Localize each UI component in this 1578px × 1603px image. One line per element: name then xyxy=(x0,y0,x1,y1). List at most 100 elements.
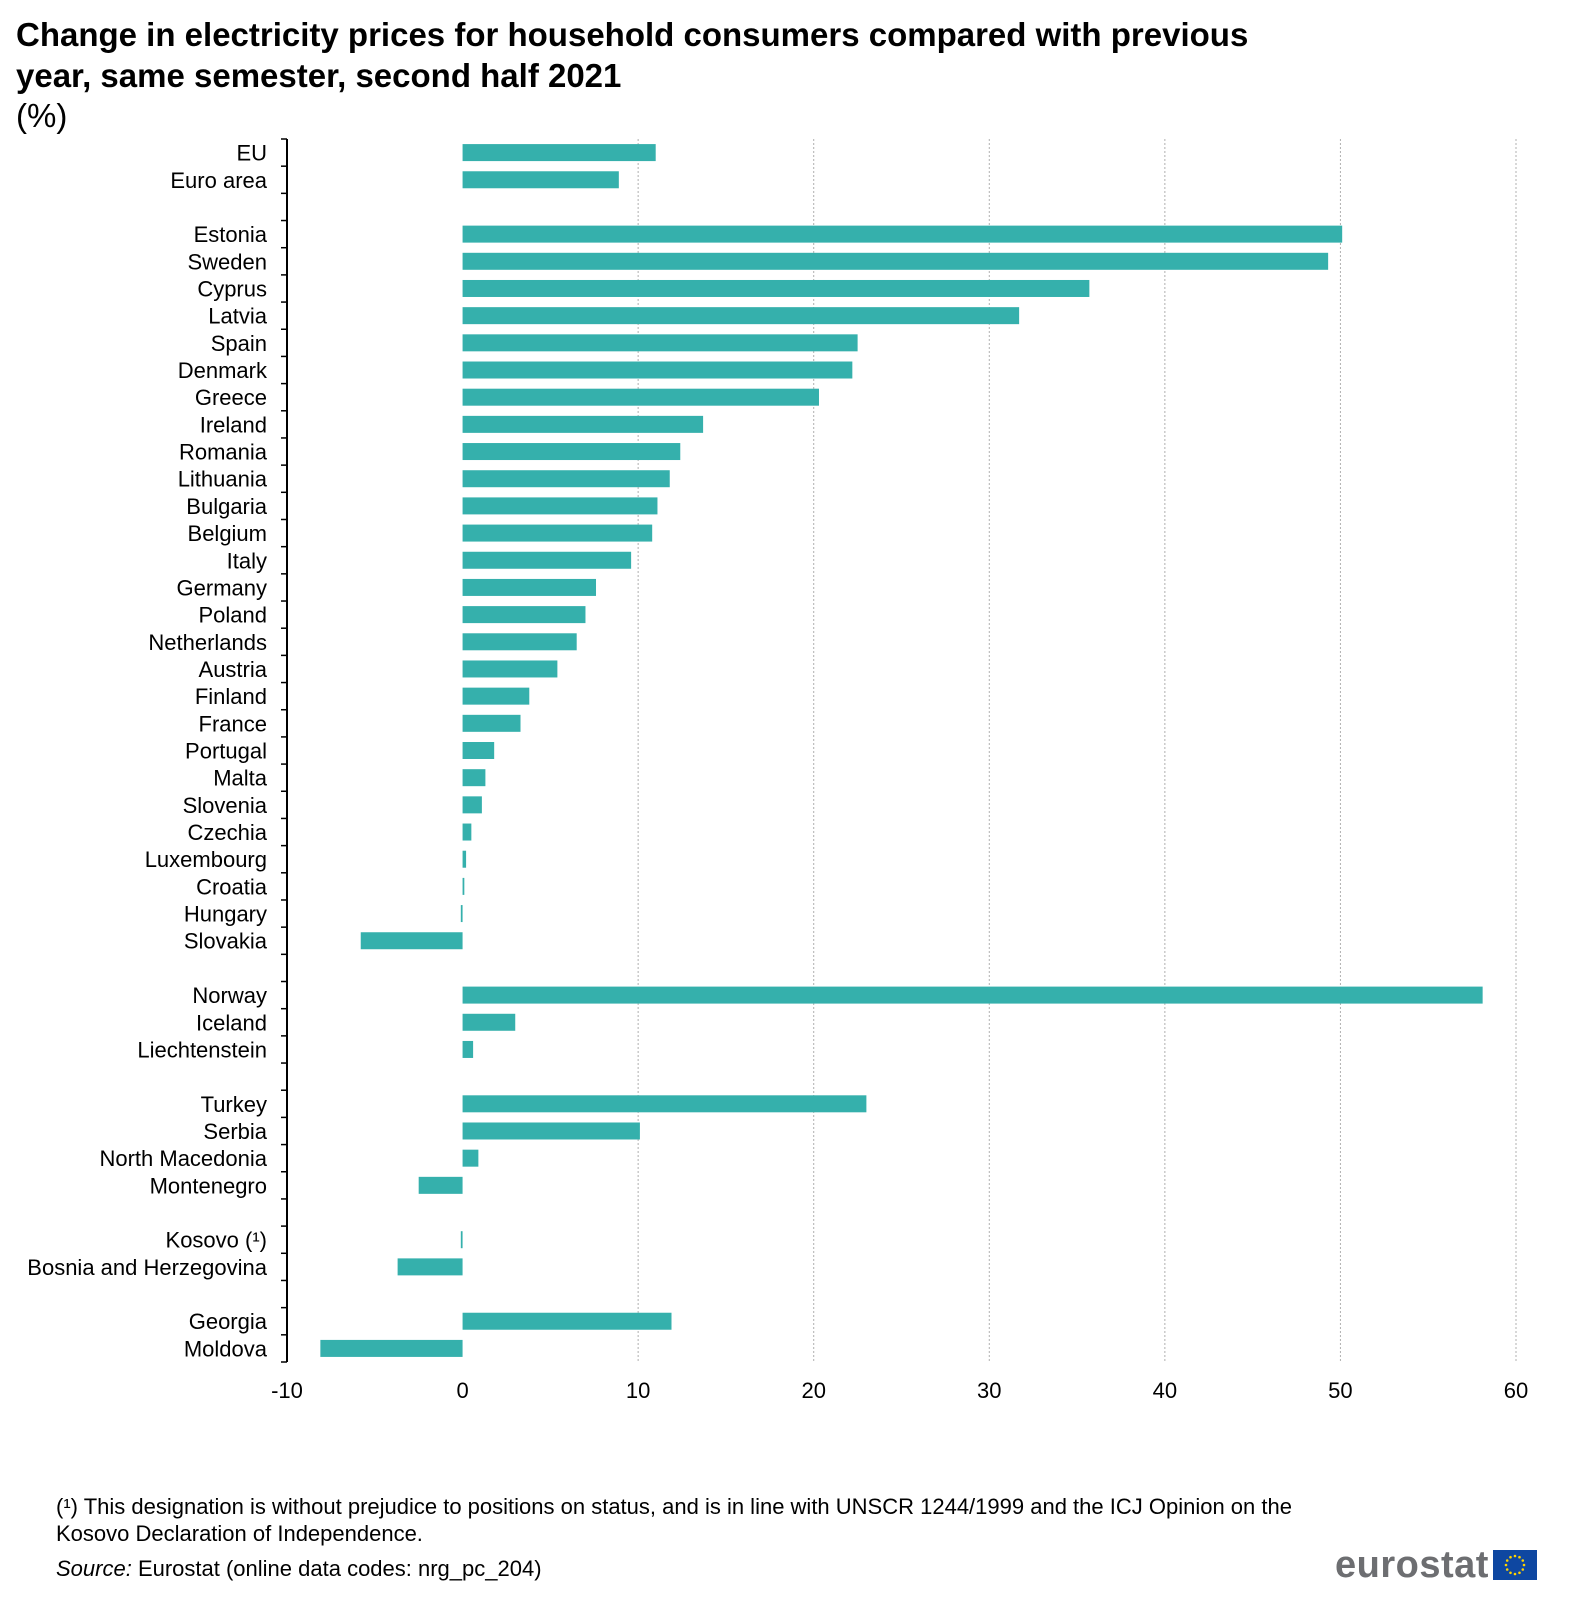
bar xyxy=(462,171,619,189)
bar xyxy=(462,714,521,732)
bar xyxy=(462,606,586,624)
category-label: Iceland xyxy=(196,1010,267,1035)
category-label: Georgia xyxy=(189,1309,268,1334)
category-label: Cyprus xyxy=(197,276,267,301)
category-label: Slovenia xyxy=(183,793,268,818)
category-label: Luxembourg xyxy=(145,847,267,872)
bar xyxy=(462,660,558,678)
bar xyxy=(462,252,1329,270)
bar xyxy=(462,986,1483,1004)
axes xyxy=(281,138,288,1363)
category-label: Finland xyxy=(195,684,267,709)
category-label: Latvia xyxy=(208,304,267,329)
flag-star xyxy=(1521,1568,1525,1571)
bar xyxy=(462,850,467,868)
bar xyxy=(462,551,632,569)
bar xyxy=(320,1339,463,1357)
x-tick-label: 10 xyxy=(626,1378,650,1403)
bar xyxy=(462,470,670,488)
bar xyxy=(462,388,819,406)
bar xyxy=(462,1122,640,1140)
flag-star xyxy=(1521,1559,1525,1562)
bar xyxy=(462,633,577,651)
category-label: EU xyxy=(236,141,267,166)
x-tick-label: 60 xyxy=(1504,1378,1528,1403)
category-label: North Macedonia xyxy=(99,1146,267,1171)
flag-star xyxy=(1518,1571,1521,1575)
category-label: Estonia xyxy=(194,222,268,247)
eu-flag-icon xyxy=(1492,1550,1537,1580)
category-label: Denmark xyxy=(178,358,268,383)
category-label: Belgium xyxy=(188,521,267,546)
category-label: Sweden xyxy=(187,249,267,274)
footnote: (¹) This designation is without prejudic… xyxy=(56,1494,1292,1546)
bar xyxy=(462,497,658,515)
flag-star xyxy=(1505,1559,1509,1562)
bar xyxy=(360,932,463,950)
category-label: Croatia xyxy=(196,874,268,899)
bar xyxy=(460,1231,463,1249)
category-label: Ireland xyxy=(200,412,267,437)
category-label: Lithuania xyxy=(178,467,268,492)
category-label: Germany xyxy=(177,575,267,600)
flag-star xyxy=(1522,1563,1526,1567)
bar xyxy=(462,823,472,841)
category-label: Norway xyxy=(192,983,267,1008)
bar xyxy=(462,769,486,787)
bar xyxy=(462,307,1020,325)
flag-star xyxy=(1513,1572,1517,1576)
bar xyxy=(462,415,704,433)
source-label: Source: xyxy=(56,1556,132,1581)
bar xyxy=(462,279,1090,297)
x-tick-label: -10 xyxy=(271,1378,303,1403)
bar xyxy=(397,1258,463,1276)
category-label: Serbia xyxy=(203,1119,267,1144)
bar xyxy=(462,1040,474,1058)
chart-title: Change in electricity prices for househo… xyxy=(16,16,1249,94)
flag-star xyxy=(1504,1563,1508,1567)
bar xyxy=(462,1013,516,1031)
category-label: Greece xyxy=(195,385,267,410)
x-tick-label: 20 xyxy=(801,1378,825,1403)
category-label: Euro area xyxy=(170,168,267,193)
category-label: Montenegro xyxy=(150,1173,267,1198)
category-label: Poland xyxy=(198,603,267,628)
bar xyxy=(462,877,465,895)
x-tick-label: 0 xyxy=(456,1378,468,1403)
chart-unit: (%) xyxy=(16,97,68,134)
x-tick-label: 50 xyxy=(1328,1378,1352,1403)
bar xyxy=(462,1149,479,1167)
category-label: Malta xyxy=(213,766,268,791)
bar xyxy=(418,1176,463,1194)
bar xyxy=(462,361,853,379)
category-label: Spain xyxy=(211,331,267,356)
category-label: Kosovo (¹) xyxy=(166,1228,267,1253)
category-label: Romania xyxy=(179,440,268,465)
source-note: Source: Eurostat (online data codes: nrg… xyxy=(56,1555,542,1582)
category-label: Italy xyxy=(227,548,267,573)
category-label: France xyxy=(199,711,267,736)
category-label: Moldova xyxy=(184,1336,268,1361)
category-label: Netherlands xyxy=(148,630,267,655)
source-text: Eurostat (online data codes: nrg_pc_204) xyxy=(131,1556,542,1581)
bar xyxy=(462,742,495,759)
flag-star xyxy=(1518,1555,1521,1559)
eurostat-logo[interactable]: eurostat xyxy=(1335,1542,1537,1588)
flag-star xyxy=(1505,1568,1509,1571)
category-label: Bulgaria xyxy=(186,494,267,519)
bar xyxy=(462,796,482,814)
bar xyxy=(462,443,681,461)
category-label: Liechtenstein xyxy=(137,1037,267,1062)
x-tick-label: 40 xyxy=(1153,1378,1177,1403)
category-label: Hungary xyxy=(184,902,267,927)
category-label: Portugal xyxy=(185,739,267,764)
bar xyxy=(462,1095,867,1113)
flag-star xyxy=(1509,1571,1512,1575)
bar xyxy=(462,1312,672,1330)
category-label: Austria xyxy=(199,657,268,682)
category-label: Bosnia and Herzegovina xyxy=(27,1255,267,1280)
flag-star xyxy=(1509,1555,1512,1559)
category-label: Czechia xyxy=(188,820,268,845)
